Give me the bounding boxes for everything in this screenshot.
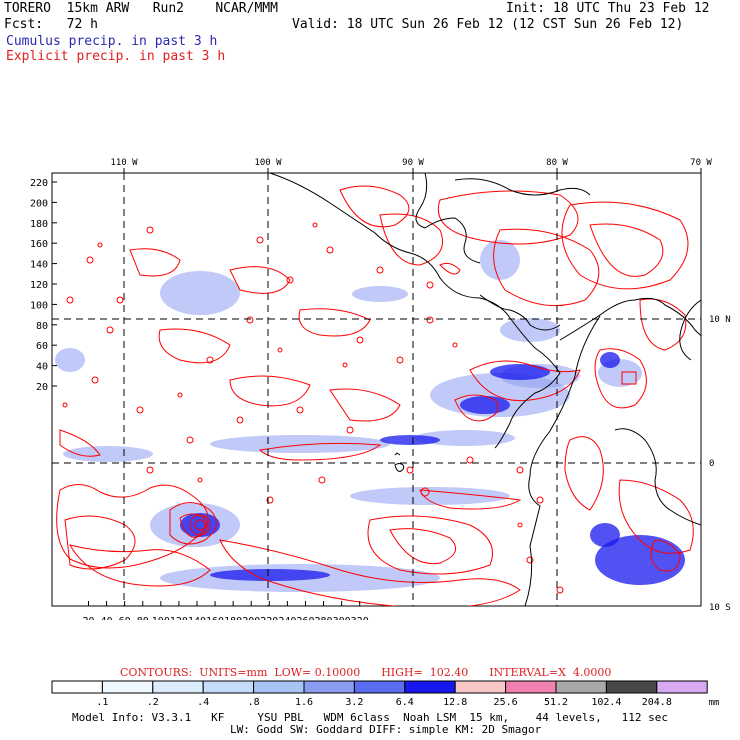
x-tick-label: 320 — [351, 616, 369, 620]
lat-label-10n: 10 N — [709, 315, 731, 325]
colorbar-level-label: 12.8 — [443, 697, 467, 708]
colorbar-box — [404, 680, 456, 694]
x-tick-label: 120 — [170, 616, 188, 620]
colorbar-box — [555, 680, 607, 694]
colorbar-box — [505, 680, 557, 694]
colorbar-level-label: .8 — [248, 697, 260, 708]
lon-ticks — [123, 168, 702, 173]
x-tick-label: 180 — [224, 616, 242, 620]
x-tick-label: 60 — [119, 616, 131, 620]
x-tick-label: 20 — [82, 616, 94, 620]
y-tick-label: 160 — [30, 239, 48, 250]
colorbar-level-label: .4 — [197, 697, 209, 708]
colorbar-level-label: 204.8 — [642, 697, 672, 708]
y-tick-label: 20 — [36, 382, 48, 393]
colorbar-labels: .1 .2 .4 .8 1.6 3.2 6.4 12.8 25.6 51.2 102.4 204.8 — [96, 697, 671, 708]
contours-info: CONTOURS: UNITS=mm LOW= 0.10000 HIGH= 10… — [120, 666, 612, 679]
colorbar-boxes — [51, 680, 708, 694]
latlon-grid — [52, 173, 701, 606]
cumulus-precip-label: Cumulus precip. in past 3 h — [6, 34, 218, 49]
model-info-line2: LW: Godd SW: Goddard DIFF: simple KM: 2D… — [230, 723, 542, 736]
x-tick-label: 300 — [333, 616, 351, 620]
lon-label-70w: 70 W — [690, 158, 712, 168]
colorbar-box — [202, 680, 255, 694]
coastlines — [269, 173, 701, 606]
y-tick-label: 120 — [30, 280, 48, 291]
y-tick-label: 200 — [30, 198, 48, 209]
valid-time: Valid: 18 UTC Sun 26 Feb 12 (12 CST Sun … — [292, 17, 684, 32]
model-info-line1: Model Info: V3.3.1 KF YSU PBL WDM 6class… — [72, 711, 669, 724]
x-axis-ticks: 20 40 60 8010012014016018020022024026028030… — [82, 601, 369, 620]
precip-map: 110 W 100 W 90 W 80 W 70 W 10 N 0 10 S 2… — [30, 158, 731, 620]
lon-label-100w: 100 W — [254, 158, 282, 168]
x-tick-label: 280 — [315, 616, 333, 620]
colorbar-unit: mm — [709, 698, 720, 708]
lon-label-110w: 110 W — [110, 158, 138, 168]
y-tick-label: 220 — [30, 178, 48, 189]
init-time: Init: 18 UTC Thu 23 Feb 12 — [506, 1, 710, 16]
x-tick-label: 200 — [242, 616, 260, 620]
colorbar-level-label: 6.4 — [396, 697, 414, 708]
colorbar-level-label: 3.2 — [345, 697, 363, 708]
lon-label-90w: 90 W — [402, 158, 424, 168]
forecast-hour: Fcst: 72 h — [4, 17, 98, 32]
explicit-precip-label: Explicit precip. in past 3 h — [6, 49, 226, 64]
colorbar-box — [605, 680, 658, 694]
colorbar-box — [353, 680, 406, 694]
explicit-precip-contours — [56, 185, 694, 606]
x-tick-label: 160 — [206, 616, 224, 620]
y-tick-label: 40 — [36, 362, 48, 373]
colorbar-box — [101, 680, 154, 694]
y-tick-label: 180 — [30, 219, 48, 230]
colorbar-box — [454, 680, 507, 694]
x-tick-label: 240 — [278, 616, 296, 620]
x-tick-label: 260 — [296, 616, 314, 620]
lon-label-80w: 80 W — [546, 158, 568, 168]
model-title: TORERO 15km ARW Run2 NCAR/MMM — [4, 1, 278, 16]
colorbar-level-label: 1.6 — [295, 697, 313, 708]
x-tick-label: 140 — [188, 616, 206, 620]
colorbar-level-label: .1 — [96, 697, 108, 708]
x-tick-label: 220 — [260, 616, 278, 620]
x-tick-label: 40 — [101, 616, 113, 620]
colorbar-level-label: 102.4 — [591, 697, 621, 708]
colorbar-level-label: .2 — [147, 697, 159, 708]
intense-precip-areas — [180, 352, 685, 585]
lat-label-10s: 10 S — [709, 603, 731, 613]
y-axis-ticks: 220 200 180 160 140 120 100 80 60 40 20 — [30, 178, 57, 393]
colorbar-box — [303, 680, 355, 694]
colorbar-box — [51, 680, 103, 694]
colorbar-box — [253, 680, 305, 694]
colorbar-box — [152, 680, 204, 694]
scattered-contour-cells — [62, 222, 637, 594]
y-tick-label: 60 — [36, 341, 48, 352]
colorbar-level-label: 51.2 — [544, 697, 568, 708]
x-tick-label: 80 — [137, 616, 149, 620]
y-tick-label: 80 — [36, 321, 48, 332]
lat-label-0: 0 — [709, 459, 714, 469]
colorbar-box — [656, 680, 708, 694]
y-tick-label: 140 — [30, 260, 48, 271]
colorbar-level-label: 25.6 — [494, 697, 518, 708]
y-tick-label: 100 — [30, 300, 48, 311]
precip-colorbar: .1.2.4.8 1.6 3.2 6.4 12.8 25.6 51.2 102.4 204.8 … — [51, 680, 720, 708]
x-tick-label: 100 — [152, 616, 170, 620]
